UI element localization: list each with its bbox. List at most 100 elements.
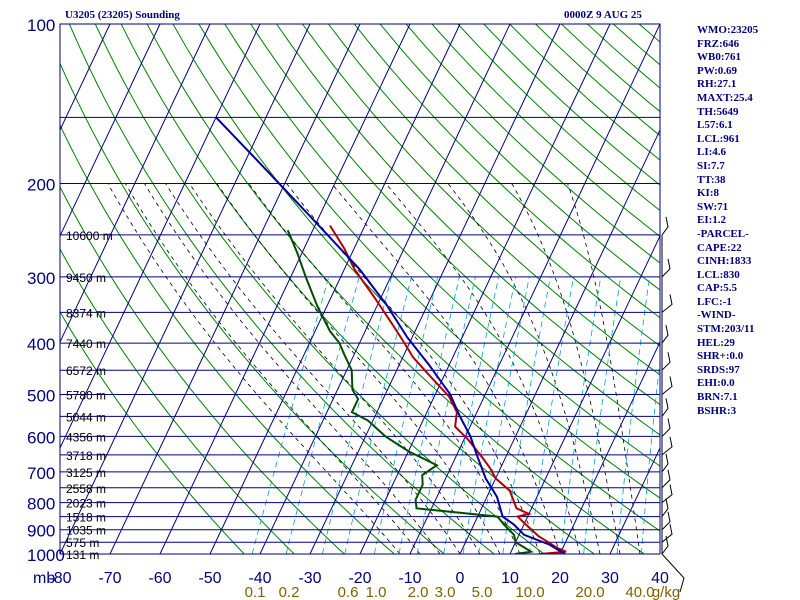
pressure-tick-label: 200 <box>27 176 55 195</box>
temperature-tick-label: -20 <box>348 570 371 587</box>
index-item: HEL:29 <box>697 336 735 349</box>
index-item: RH:27.1 <box>697 78 737 91</box>
temperature-tick-label: -50 <box>198 570 221 587</box>
index-item: L57:6.1 <box>697 119 733 132</box>
pressure-tick-label: 900 <box>27 522 55 541</box>
height-label: 10600 m <box>66 229 113 243</box>
temperature-tick-label: -10 <box>398 570 421 587</box>
moist-adiabat <box>567 183 641 554</box>
mixing-ratio-line <box>560 276 602 554</box>
pressure-tick-label: 300 <box>27 269 55 288</box>
isotherm <box>559 340 660 554</box>
pressure-tick-label: 400 <box>27 335 55 354</box>
index-item: KI:8 <box>697 187 719 200</box>
dry-adiabat <box>535 24 660 137</box>
height-label: 4356 m <box>66 430 106 444</box>
index-item: LFC:-1 <box>697 295 732 308</box>
temperature-tick-label: -40 <box>248 570 271 587</box>
temperature-tick-label: 10 <box>501 570 519 587</box>
wind-barb <box>661 436 673 456</box>
height-label: 3718 m <box>66 449 106 463</box>
mixing-ratio-label: 0.1 <box>245 584 266 600</box>
isotherm <box>60 24 261 450</box>
height-label: 7440 m <box>66 337 106 351</box>
pressure-tick-label: 1000 <box>27 546 65 565</box>
height-label: 6572 m <box>66 364 106 378</box>
isotherm <box>159 24 411 554</box>
isotherm <box>609 446 660 554</box>
station-title: U3205 (23205) Sounding <box>65 9 180 21</box>
moist-adiabat <box>165 183 461 554</box>
moist-adiabat <box>107 183 401 554</box>
dry-adiabat <box>587 24 660 89</box>
index-item: MAXT:25.4 <box>697 91 753 104</box>
mixing-ratio-label: 0.2 <box>279 584 300 600</box>
index-item: WB0:761 <box>697 51 741 64</box>
isotherm <box>60 24 111 132</box>
wind-barb <box>661 418 671 437</box>
isotherm <box>109 24 361 554</box>
plot-frame <box>59 23 661 555</box>
mixing-ratio-label: 3.0 <box>435 584 456 600</box>
observation-time: 0000Z 9 AUG 25 <box>564 9 642 21</box>
height-label: 2558 m <box>66 482 106 496</box>
isotherm <box>60 24 211 344</box>
wind-barb <box>661 294 673 313</box>
index-item: -WIND- <box>697 309 736 322</box>
isotherm <box>60 24 311 554</box>
pressure-tick-label: 500 <box>27 386 55 405</box>
index-item: LCL:961 <box>697 132 740 145</box>
index-item: CINH:1833 <box>697 255 752 268</box>
temperature-tick-label: -60 <box>148 570 171 587</box>
index-item: CAPE:22 <box>697 241 742 254</box>
mixing-ratio-label: 2.0 <box>408 584 429 600</box>
pressure-tick-label: 700 <box>27 464 55 483</box>
mixing-ratio-line <box>640 358 660 554</box>
height-label: 9450 m <box>66 271 106 285</box>
mixing-ratio-line <box>583 276 622 554</box>
wind-barb <box>661 216 669 236</box>
temperature-tick-label: 20 <box>551 570 569 587</box>
isotherm <box>459 128 660 554</box>
pressure-unit-label: mb <box>33 570 55 587</box>
height-label: 5044 m <box>66 410 106 424</box>
wind-barb <box>661 453 669 473</box>
mixing-ratio-label: 5.0 <box>472 584 493 600</box>
wind-barb <box>661 524 673 543</box>
dry-adiabat <box>68 24 495 554</box>
mixing-ratio-label: 20.0 <box>575 584 604 600</box>
wind-barb <box>661 258 671 278</box>
moist-adiabat <box>447 183 601 554</box>
index-item: STM:203/11 <box>697 323 755 336</box>
isotherm <box>359 24 611 554</box>
isotherm <box>209 24 461 554</box>
temperature-tick-label: 30 <box>601 570 619 587</box>
mixing-ratio-unit: g/kg <box>652 584 680 600</box>
parcel-line <box>215 116 566 554</box>
height-label: 1518 m <box>66 511 106 525</box>
temperature-tick-label: -70 <box>98 570 121 587</box>
moist-adiabat <box>511 183 621 554</box>
dry-adiabat <box>172 24 660 532</box>
temperature-line <box>329 224 567 554</box>
index-item: EI:1.2 <box>697 214 727 227</box>
isotherm <box>309 24 561 554</box>
pressure-tick-label: 600 <box>27 428 55 447</box>
index-item: TT:38 <box>697 173 726 186</box>
wind-barb <box>661 352 671 371</box>
index-item: SRDS:97 <box>697 363 740 376</box>
mixing-ratio-line <box>616 276 650 554</box>
moist-adiabat <box>331 183 561 554</box>
pressure-tick-label: 800 <box>27 495 55 514</box>
wind-barb <box>661 324 669 344</box>
height-label: 8374 m <box>66 306 106 320</box>
index-item: -PARCEL- <box>697 227 749 240</box>
wind-barb <box>661 498 669 517</box>
index-item: WMO:23205 <box>697 24 759 36</box>
index-item: PW:0.69 <box>697 64 738 77</box>
wind-barb <box>661 535 669 555</box>
height-label: 2023 m <box>66 497 106 511</box>
wind-barb <box>661 398 669 417</box>
index-item: SW:71 <box>697 200 729 213</box>
mixing-ratio-line <box>478 276 530 554</box>
